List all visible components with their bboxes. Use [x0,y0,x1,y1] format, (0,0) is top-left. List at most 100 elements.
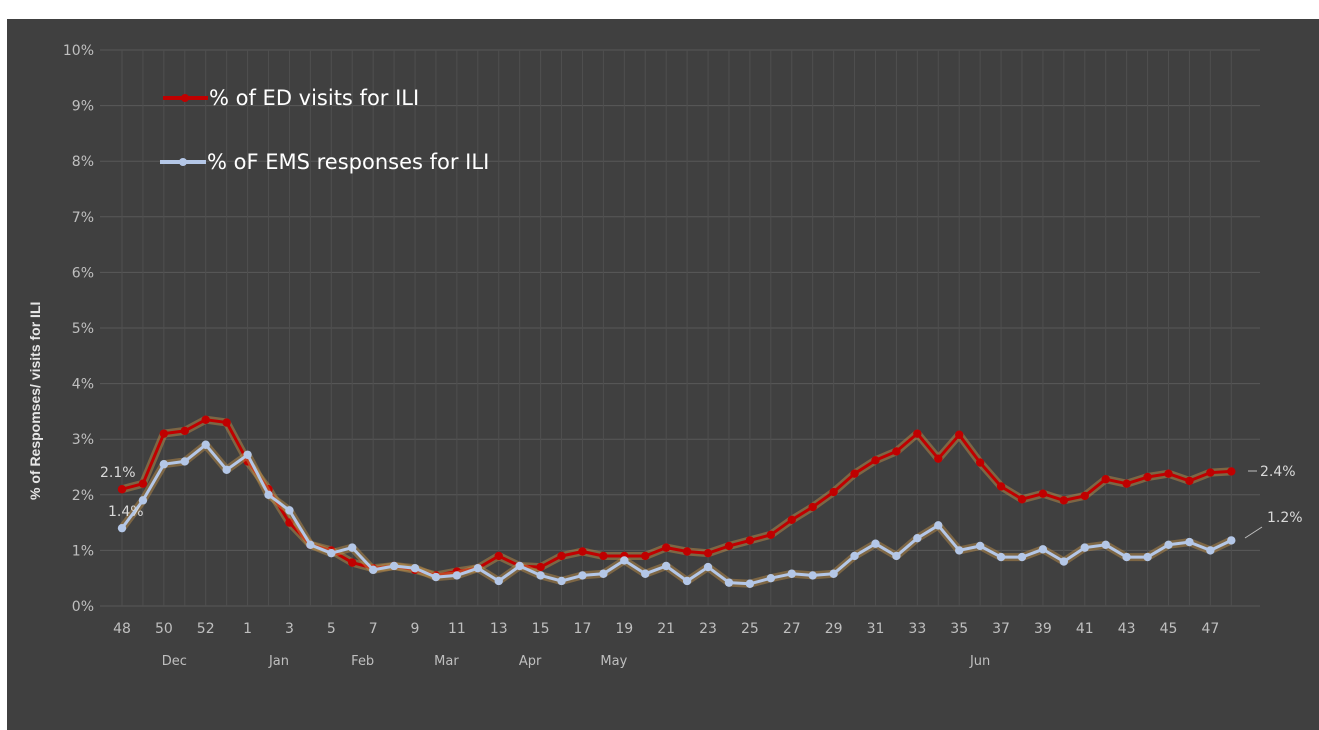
data-point [829,487,838,497]
x-tick-label: 41 [1076,621,1094,637]
data-point [1017,552,1027,562]
data-point [871,456,880,465]
x-tick-label: 11 [448,621,466,637]
data-point [222,418,231,427]
data-point [996,482,1006,491]
month-label: May [600,654,627,669]
x-tick-label: 21 [657,621,675,637]
data-point [599,569,608,578]
data-point [264,490,273,499]
data-point [850,551,859,561]
x-tick-label: 29 [825,621,843,637]
data-point [641,569,650,578]
data-point [975,541,985,551]
data-point [201,440,210,449]
data-point [557,576,566,586]
x-tick-label: 35 [950,621,968,637]
data-point [934,454,943,463]
chart-frame [7,19,1319,730]
data-point [682,547,692,556]
data-point [703,562,713,572]
data-point [285,518,294,527]
data-point [1017,495,1027,504]
x-tick-label: 19 [615,621,633,637]
data-point [934,521,943,530]
y-tick-label: 6% [72,265,94,281]
data-point [892,447,901,456]
data-point [201,415,210,424]
x-tick-label: 47 [1201,621,1219,637]
legend-item-ems: % oF EMS responses for ILI [160,150,489,174]
x-tick-label: 39 [1034,621,1052,637]
month-label: Mar [434,654,459,669]
y-tick-label: 10% [63,43,94,59]
data-point [1143,472,1152,482]
data-point [515,561,524,571]
data-point [745,536,755,545]
data-point [808,502,817,512]
x-tick-label: 9 [411,621,420,637]
x-tick-label: 3 [285,621,294,637]
data-point [159,429,169,438]
data-point [975,458,985,467]
data-point [913,533,922,543]
y-tick-label: 1% [72,543,94,559]
data-point [724,541,734,551]
x-tick-label: 1 [243,621,252,637]
legend-item-ed: % of ED visits for ILI [163,86,419,110]
y-tick-label: 3% [72,432,94,448]
y-tick-label: 5% [72,321,94,337]
legend: % of ED visits for ILI % oF EMS response… [160,86,489,174]
data-point [599,551,608,561]
y-axis-label: % of Respomses/ visits for ILI [27,302,43,500]
data-point [578,571,587,580]
y-tick-label: 8% [72,154,94,170]
data-point [138,479,148,488]
data-point [766,574,776,583]
x-tick-label: 23 [699,621,717,637]
data-point [787,569,796,578]
data-point [641,551,650,561]
data-point [180,457,189,466]
data-point [1038,545,1048,554]
data-point [389,561,399,571]
data-point [913,429,922,438]
data-point [536,571,545,580]
data-point [138,496,148,505]
data-point [473,563,483,573]
data-labels: 2.1% 1.4% 2.4% 1.2% [100,464,1303,539]
month-label: Apr [519,654,542,669]
legend-label-ems: % oF EMS responses for ILI [207,150,489,174]
data-point [892,551,901,561]
data-label-ems-start: 1.4% [108,504,144,520]
legend-label-ed: % of ED visits for ILI [209,86,419,110]
x-tick-label: 33 [908,621,926,637]
data-point [996,552,1006,562]
x-axis-month-labels: Dec Jan Feb Mar Apr May Jun [162,654,991,669]
data-point [1164,469,1173,478]
data-point [306,540,315,550]
data-label-ems-end-leader [1244,526,1263,539]
data-point [850,469,859,478]
data-point [808,571,817,580]
data-point [661,543,671,552]
data-point [661,561,671,571]
data-point [787,515,796,525]
y-tick-label: 7% [72,210,94,226]
data-point [536,562,545,572]
data-point [557,551,566,561]
data-point [620,556,629,565]
data-point [431,572,441,582]
data-point [682,576,692,586]
data-point [285,506,294,515]
data-label-ed-end: 2.4% [1260,464,1296,480]
x-tick-label: 27 [783,621,801,637]
x-tick-label: 7 [369,621,378,637]
data-label-ems-end: 1.2% [1267,510,1303,526]
data-point [1164,540,1173,550]
x-tick-label: 43 [1118,621,1136,637]
data-point [1122,552,1131,562]
data-point [1059,557,1069,566]
data-point [766,530,776,540]
